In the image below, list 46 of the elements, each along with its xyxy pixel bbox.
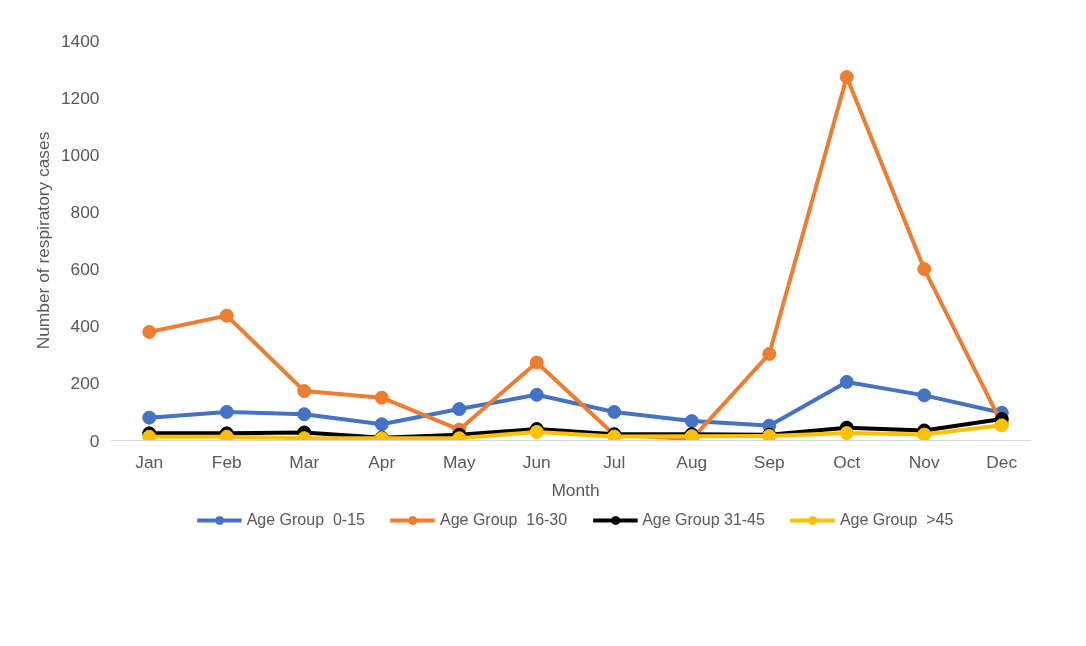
point: [219, 404, 234, 419]
point: [529, 355, 544, 370]
point: [762, 346, 777, 361]
point: [297, 407, 312, 422]
x-tick-label: Mar: [289, 451, 320, 472]
point: [452, 402, 467, 417]
point: [917, 427, 932, 441]
x-tick-label: May: [442, 451, 476, 472]
point: [297, 384, 312, 399]
point: [839, 426, 854, 441]
x-tick-label: Jul: [603, 451, 626, 472]
legend-label: Age Group 31-45: [642, 511, 765, 529]
x-tick-label: Apr: [368, 451, 396, 472]
point: [684, 414, 699, 429]
x-tick-label: Dec: [986, 451, 1018, 472]
point: [374, 417, 389, 432]
legend-label: Age Group 0-15: [246, 511, 365, 529]
y-tick-label: 1200: [60, 87, 100, 108]
point: [142, 324, 157, 339]
y-tick-label: 600: [70, 259, 100, 280]
y-tick-label: 400: [70, 316, 100, 337]
x-tick-label: Nov: [908, 451, 940, 472]
legend-label: Age Group 16-30: [439, 511, 568, 529]
point: [607, 404, 622, 419]
y-axis-title: Number of respiratory cases: [32, 131, 53, 350]
x-tick-label: Oct: [833, 451, 861, 472]
y-tick-label: 1000: [60, 144, 100, 165]
x-axis-title: Month: [551, 479, 600, 500]
point: [142, 410, 157, 425]
y-tick-label: 1400: [60, 30, 100, 51]
point: [917, 388, 932, 403]
y-tick-label: 200: [70, 373, 100, 394]
point: [917, 262, 932, 277]
x-tick-label: Sep: [753, 451, 785, 472]
y-tick-label: 0: [89, 430, 100, 451]
point: [839, 70, 854, 85]
x-tick-label: Jan: [135, 451, 164, 472]
x-tick-label: Aug: [676, 451, 708, 472]
y-tick-label: 800: [70, 201, 100, 222]
x-tick-label: Jun: [522, 451, 551, 472]
point: [839, 374, 854, 389]
legend-label: Age Group >45: [839, 511, 954, 529]
x-tick-label: Feb: [211, 451, 242, 472]
point: [374, 390, 389, 405]
point: [219, 308, 234, 323]
point: [529, 387, 544, 402]
